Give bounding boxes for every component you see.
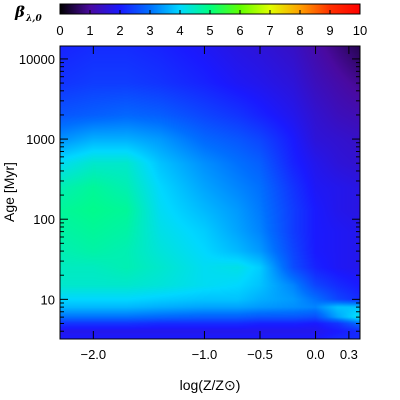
plot-frame <box>59 45 361 340</box>
x-tick-label: 0.0 <box>307 347 325 362</box>
y-axis-title: Age [Myr] <box>1 162 17 222</box>
colorbar-tick-label: 0 <box>56 23 63 38</box>
colorbar-tick-label: 1 <box>86 23 93 38</box>
heatmap-image <box>60 46 360 339</box>
colorbar-tick-label: 9 <box>326 23 333 38</box>
colorbar-tick-label: 3 <box>146 23 153 38</box>
x-tick-label: 0.3 <box>340 347 358 362</box>
colorbar-tick-label: 6 <box>236 23 243 38</box>
colorbar-tick-label: 10 <box>353 23 367 38</box>
colorbar-tick-label: 7 <box>266 23 273 38</box>
colorbar-tick-label: 5 <box>206 23 213 38</box>
y-axis-ticks: 10 100 1000 10000 <box>19 52 360 332</box>
colorbar-tick-label: 8 <box>296 23 303 38</box>
x-tick-label: −1.0 <box>192 347 218 362</box>
x-tick-label: −0.5 <box>247 347 273 362</box>
colorbar-tick-label: 2 <box>116 23 123 38</box>
colorbar-ticks: 0 1 2 3 4 5 6 7 8 9 10 <box>56 10 367 38</box>
y-tick-label: 10000 <box>19 52 55 67</box>
y-tick-label: 10 <box>41 292 55 307</box>
colorbar-tick-label: 4 <box>176 23 183 38</box>
x-axis-ticks: −2.0 −1.0 −0.5 0.0 0.3 <box>80 46 358 362</box>
x-axis-title: log(Z/Z⊙) <box>180 377 241 393</box>
y-tick-label: 1000 <box>26 132 55 147</box>
colorbar-label: β <box>14 3 25 21</box>
x-tick-label: −2.0 <box>80 347 106 362</box>
colorbar-label-subscript: λ,0 <box>25 14 42 24</box>
y-tick-label: 100 <box>33 212 55 227</box>
